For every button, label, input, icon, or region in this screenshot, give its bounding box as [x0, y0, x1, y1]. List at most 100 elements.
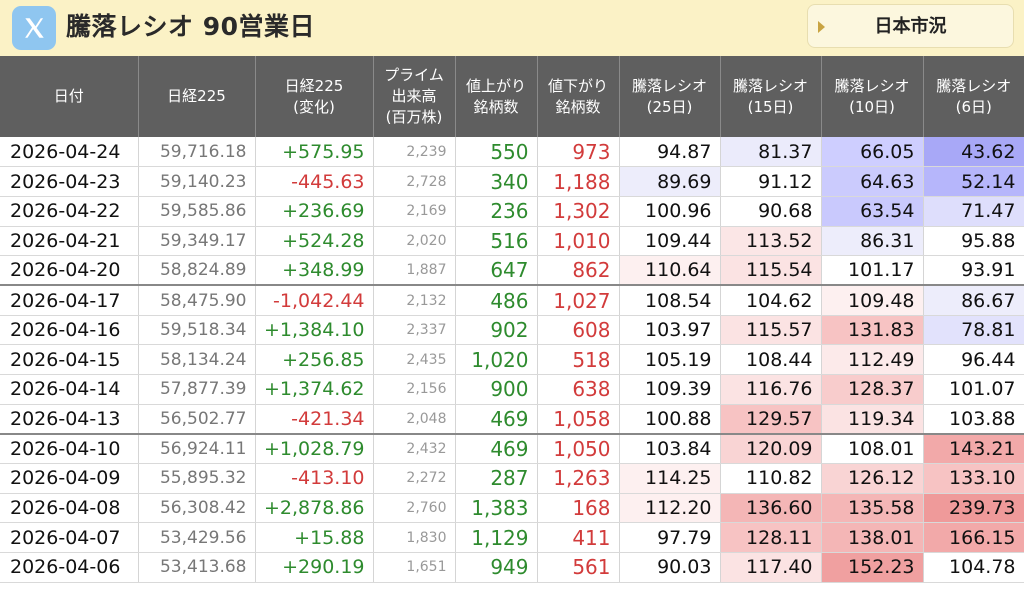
cell-date: 2026-04-24 [0, 137, 139, 168]
cell-volume: 2,272 [373, 463, 456, 494]
cell-change: +348.99 [255, 255, 374, 286]
header-nikkei[interactable]: 日経225 [138, 56, 256, 137]
table-row: 2026-04-10 56,924.11 +1,028.79 2,432 469 1,05… [0, 432, 1024, 465]
cell-nikkei: 55,895.32 [138, 463, 256, 494]
cell-ratio-6: 86.67 [923, 284, 1024, 316]
cell-ratio-10: 64.63 [821, 166, 924, 197]
x-icon [25, 18, 44, 38]
table-row: 2026-04-13 56,502.77 -421.34 2,048 469 1,058 1… [0, 404, 1024, 435]
header-decliners[interactable]: 値下がり 銘柄数 [537, 56, 620, 137]
header-date[interactable]: 日付 [0, 56, 139, 137]
x-logo-icon[interactable] [12, 6, 56, 50]
cell-ratio-15: 136.60 [720, 493, 822, 524]
cell-advancers: 900 [455, 374, 538, 405]
cell-ratio-25: 105.19 [619, 344, 721, 375]
cell-ratio-15: 104.62 [720, 284, 822, 316]
cell-ratio-15: 120.09 [720, 432, 822, 465]
cell-nikkei: 53,413.68 [138, 552, 256, 583]
cell-ratio-15: 115.54 [720, 255, 822, 286]
market-button[interactable]: 日本市況 [807, 4, 1014, 48]
cell-ratio-6: 52.14 [923, 166, 1024, 197]
cell-change: +1,384.10 [255, 315, 374, 346]
cell-volume: 2,239 [373, 137, 456, 168]
cell-decliners: 1,058 [537, 404, 620, 435]
header-ratio-15[interactable]: 騰落レシオ (15日) [720, 56, 822, 137]
cell-nikkei: 59,349.17 [138, 226, 256, 257]
cell-change: +1,374.62 [255, 374, 374, 405]
cell-ratio-15: 90.68 [720, 196, 822, 227]
cell-date: 2026-04-07 [0, 522, 139, 554]
cell-ratio-10: 119.34 [821, 404, 924, 435]
cell-change: +2,878.86 [255, 493, 374, 524]
header-ratio-6[interactable]: 騰落レシオ (6日) [923, 56, 1024, 137]
cell-advancers: 469 [455, 432, 538, 465]
cell-ratio-10: 138.01 [821, 522, 924, 554]
cell-change: +256.85 [255, 344, 374, 375]
table-row: 2026-04-23 59,140.23 -445.63 2,728 340 1,188 8… [0, 166, 1024, 197]
cell-advancers: 516 [455, 226, 538, 257]
cell-ratio-10: 86.31 [821, 226, 924, 257]
cell-ratio-25: 100.96 [619, 196, 721, 227]
table-body: 2026-04-24 59,716.18 +575.95 2,239 550 973 94.… [0, 137, 1024, 583]
cell-ratio-15: 128.11 [720, 522, 822, 554]
cell-ratio-25: 103.97 [619, 315, 721, 346]
table-row: 2026-04-09 55,895.32 -413.10 2,272 287 1,263 1… [0, 463, 1024, 494]
cell-ratio-6: 43.62 [923, 137, 1024, 168]
cell-nikkei: 58,134.24 [138, 344, 256, 375]
cell-date: 2026-04-06 [0, 552, 139, 583]
cell-advancers: 902 [455, 315, 538, 346]
cell-advancers: 236 [455, 196, 538, 227]
cell-date: 2026-04-23 [0, 166, 139, 197]
cell-decliners: 1,188 [537, 166, 620, 197]
cell-ratio-25: 94.87 [619, 137, 721, 168]
cell-ratio-25: 109.39 [619, 374, 721, 405]
cell-nikkei: 53,429.56 [138, 522, 256, 554]
cell-change: +236.69 [255, 196, 374, 227]
cell-date: 2026-04-08 [0, 493, 139, 524]
cell-ratio-25: 90.03 [619, 552, 721, 583]
cell-volume: 2,435 [373, 344, 456, 375]
header-ratio-10[interactable]: 騰落レシオ (10日) [821, 56, 924, 137]
cell-ratio-10: 126.12 [821, 463, 924, 494]
cell-nikkei: 57,877.39 [138, 374, 256, 405]
cell-ratio-15: 117.40 [720, 552, 822, 583]
cell-ratio-15: 108.44 [720, 344, 822, 375]
cell-volume: 2,760 [373, 493, 456, 524]
cell-change: -421.34 [255, 404, 374, 435]
cell-ratio-6: 103.88 [923, 404, 1024, 435]
header-advancers[interactable]: 値上がり 銘柄数 [455, 56, 538, 137]
cell-ratio-15: 81.37 [720, 137, 822, 168]
cell-volume: 1,887 [373, 255, 456, 286]
cell-volume: 2,432 [373, 432, 456, 465]
cell-decliners: 973 [537, 137, 620, 168]
header-prime-volume[interactable]: プライム 出来高 (百万株) [373, 56, 456, 137]
cell-ratio-15: 129.57 [720, 404, 822, 435]
cell-ratio-25: 110.64 [619, 255, 721, 286]
cell-ratio-15: 113.52 [720, 226, 822, 257]
cell-ratio-15: 91.12 [720, 166, 822, 197]
cell-volume: 2,169 [373, 196, 456, 227]
cell-date: 2026-04-15 [0, 344, 139, 375]
header-nikkei-change[interactable]: 日経225 (変化) [255, 56, 374, 137]
ratio-table: 日付 日経225 日経225 (変化) プライム 出来高 (百万株) 値上がり … [0, 56, 1024, 583]
cell-ratio-6: 95.88 [923, 226, 1024, 257]
cell-change: +1,028.79 [255, 432, 374, 465]
cell-change: -1,042.44 [255, 284, 374, 316]
cell-decliners: 168 [537, 493, 620, 524]
cell-nikkei: 56,924.11 [138, 432, 256, 465]
cell-ratio-25: 97.79 [619, 522, 721, 554]
table-row: 2026-04-22 59,585.86 +236.69 2,169 236 1,302 1… [0, 196, 1024, 227]
market-button-label: 日本市況 [874, 16, 947, 37]
cell-ratio-6: 143.21 [923, 432, 1024, 465]
cell-decliners: 411 [537, 522, 620, 554]
cell-change: +15.88 [255, 522, 374, 554]
cell-change: +524.28 [255, 226, 374, 257]
ratio-table-container[interactable]: 日付 日経225 日経225 (変化) プライム 出来高 (百万株) 値上がり … [0, 56, 1024, 609]
cell-decliners: 1,263 [537, 463, 620, 494]
header-ratio-25[interactable]: 騰落レシオ (25日) [619, 56, 721, 137]
table-row: 2026-04-15 58,134.24 +256.85 2,435 1,020 518 1… [0, 344, 1024, 375]
cell-decliners: 1,302 [537, 196, 620, 227]
cell-ratio-6: 93.91 [923, 255, 1024, 286]
cell-ratio-10: 101.17 [821, 255, 924, 286]
cell-advancers: 486 [455, 284, 538, 316]
